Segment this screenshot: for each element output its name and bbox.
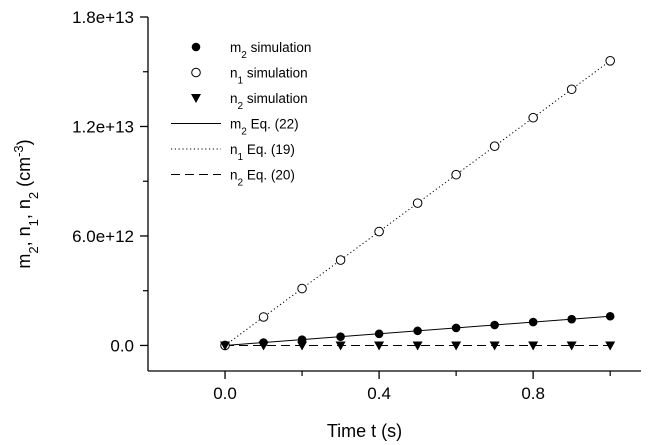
data-point xyxy=(605,311,615,321)
data-point xyxy=(605,341,616,351)
data-point xyxy=(528,317,538,327)
data-point xyxy=(412,198,423,208)
data-point xyxy=(335,255,346,265)
x-tick-label: 0.4 xyxy=(367,384,391,403)
legend-label: m2 simulation xyxy=(230,40,311,61)
legend: m2 simulation n1 simulation n2 simulation m… xyxy=(171,40,311,188)
data-point xyxy=(336,332,345,341)
data-point xyxy=(489,341,500,351)
y-tick-label: 0.0 xyxy=(110,336,134,355)
y-tick-label: 1.2e+13 xyxy=(72,117,134,136)
data-point xyxy=(374,226,384,237)
y-axis-label: m2, n1, n2 (cm-3) xyxy=(11,139,41,268)
x-axis-label: Time t (s) xyxy=(327,421,402,441)
data-point xyxy=(566,341,577,351)
data-point xyxy=(258,312,269,322)
data-point xyxy=(490,320,499,330)
legend-marker xyxy=(191,94,201,103)
data-point xyxy=(528,112,538,123)
data-point xyxy=(489,141,500,151)
data-point xyxy=(335,341,346,351)
legend-marker xyxy=(191,67,201,78)
data-point xyxy=(451,341,462,351)
data-point xyxy=(566,84,577,95)
data-point xyxy=(258,341,269,351)
data-point xyxy=(297,341,308,351)
data-point xyxy=(567,314,576,324)
legend-label: m2 Eq. (22) xyxy=(230,117,299,138)
data-point xyxy=(220,341,231,351)
legend-label: n2 simulation xyxy=(230,91,308,112)
y-tick-label: 6.0e+12 xyxy=(72,227,134,246)
data-point xyxy=(374,329,384,339)
data-point xyxy=(451,323,461,333)
data-point xyxy=(374,341,385,351)
data-point xyxy=(451,169,461,180)
y-tick-label: 1.8e+13 xyxy=(72,8,134,27)
legend-marker xyxy=(191,42,201,52)
x-tick-label: 0.8 xyxy=(521,384,545,403)
data-point xyxy=(413,326,422,336)
data-point xyxy=(297,283,307,294)
plot-area: 0.0 0.4 0.8 0.0 6.0e+12 1.2e+13 1.8e+13 Time t … xyxy=(11,8,641,441)
legend-label: n1 Eq. (19) xyxy=(230,142,295,163)
x-tick-label: 0.0 xyxy=(213,384,237,403)
legend-label: n2 Eq. (20) xyxy=(230,168,295,189)
data-point xyxy=(605,55,615,66)
data-point xyxy=(528,341,539,351)
data-point xyxy=(412,341,423,351)
legend-label: n1 simulation xyxy=(230,66,308,87)
